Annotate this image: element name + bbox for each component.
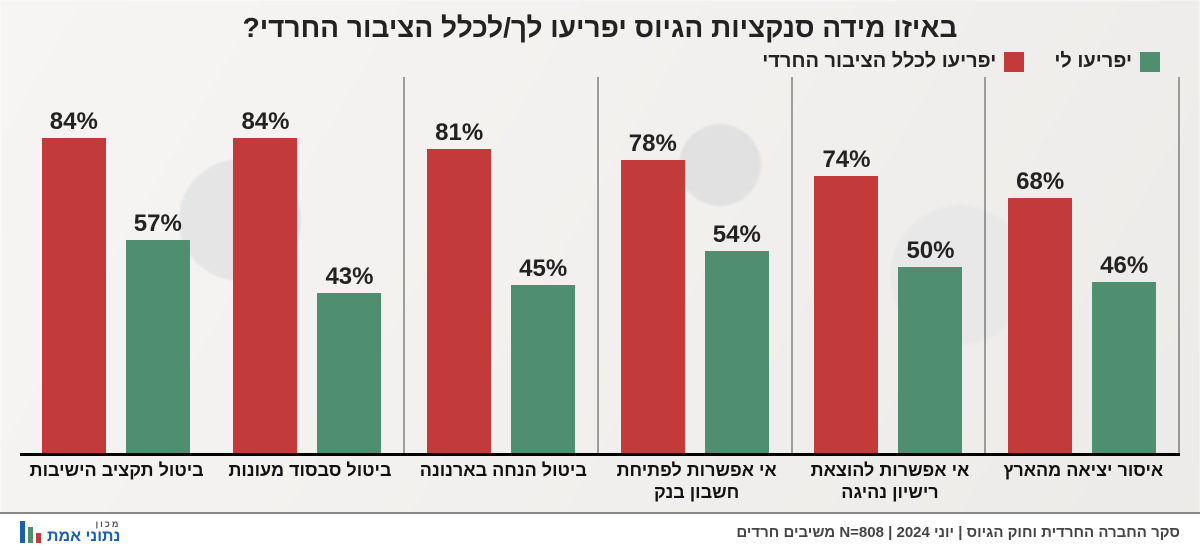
legend-item-self: יפריעו לי [1054, 50, 1160, 73]
bar-public: 84% [233, 138, 297, 456]
bar-self: 54% [705, 251, 769, 456]
bar-value-public: 68% [1016, 168, 1064, 196]
legend-label-public: יפריעו לכלל הציבור החרדי [762, 50, 996, 73]
chart-title: באיזו מידה סנקציות הגיוס יפריעו לך/לכלל … [0, 12, 1200, 44]
x-axis-label: אי אפשרות להוצאת רישיון נהיגה [793, 456, 986, 512]
bar-self: 57% [126, 240, 190, 456]
logo-text: מכון נתוני אמת [47, 520, 120, 545]
bar-public: 68% [1008, 198, 1072, 456]
bar-public: 84% [42, 138, 106, 456]
source-logo: מכון נתוני אמת [20, 520, 120, 545]
bar-groups: 68% 46% 74% 50% 78% 54% 81% 45% 84% 43% 84% 57% [20, 77, 1180, 456]
bar-value-public: 81% [435, 119, 483, 147]
legend-label-self: יפריעו לי [1054, 50, 1132, 73]
legend-swatch-public [1004, 52, 1024, 72]
legend-swatch-self [1140, 52, 1160, 72]
bar-value-self: 54% [713, 221, 761, 249]
legend: יפריעו לי יפריעו לכלל הציבור החרדי [0, 50, 1200, 77]
plot-area: 68% 46% 74% 50% 78% 54% 81% 45% 84% 43% 84% 57% ביט… [20, 77, 1180, 512]
bar-group: 84% 43% [212, 77, 406, 456]
bar-value-self: 43% [325, 263, 373, 291]
logo-bars-icon [20, 521, 41, 543]
bar-group: 81% 45% [405, 77, 599, 456]
x-axis-labels: ביטול תקציב הישיבותביטול סבסוד מעונותביט… [20, 456, 1180, 512]
bar-group: 78% 54% [599, 77, 793, 456]
bar-self: 46% [1092, 282, 1156, 456]
x-axis-label: איסור יציאה מהארץ [987, 456, 1180, 512]
bar-public: 81% [427, 149, 491, 456]
footer-text: סקר החברה החרדית וחוק הגיוס | יוני 2024 … [736, 524, 1180, 541]
bar-self: 50% [898, 267, 962, 457]
legend-item-public: יפריעו לכלל הציבור החרדי [762, 50, 1024, 73]
bar-public: 74% [814, 176, 878, 456]
x-axis-label: אי אפשרות לפתיחת חשבון בנק [600, 456, 793, 512]
bar-group: 84% 57% [20, 77, 212, 456]
bar-value-public: 84% [241, 108, 289, 136]
logo-text-big: נתוני אמת [47, 529, 120, 545]
bar-value-self: 46% [1100, 252, 1148, 280]
bar-public: 78% [621, 160, 685, 456]
bar-self: 45% [511, 285, 575, 456]
x-axis-label: ביטול סבסוד מעונות [213, 456, 406, 512]
x-axis-label: ביטול הנחה בארנונה [407, 456, 600, 512]
bar-group: 74% 50% [793, 77, 987, 456]
bar-value-self: 45% [519, 255, 567, 283]
x-axis-label: ביטול תקציב הישיבות [20, 456, 213, 512]
bar-value-self: 57% [134, 210, 182, 238]
bar-value-self: 50% [906, 237, 954, 265]
bar-self: 43% [317, 293, 381, 456]
bar-value-public: 84% [50, 108, 98, 136]
bar-value-public: 74% [822, 146, 870, 174]
chart-container: באיזו מידה סנקציות הגיוס יפריעו לך/לכלל … [0, 0, 1200, 550]
bar-group: 68% 46% [986, 77, 1180, 456]
footer: סקר החברה החרדית וחוק הגיוס | יוני 2024 … [0, 512, 1200, 550]
bar-value-public: 78% [629, 130, 677, 158]
